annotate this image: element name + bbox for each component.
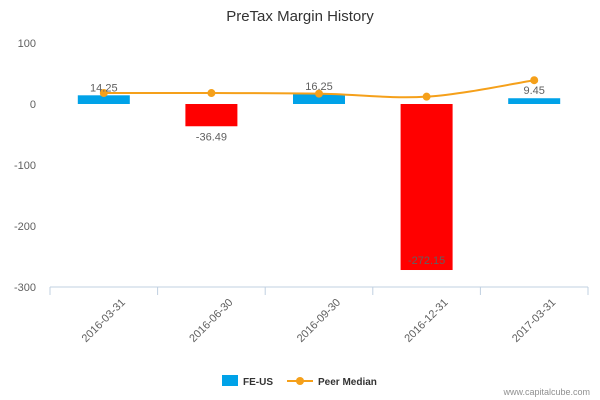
y-tick-label: 0	[30, 99, 36, 111]
peer-median-point-2016-09-30[interactable]	[315, 89, 323, 98]
legend-swatch-fe-us[interactable]	[222, 375, 238, 386]
y-tick-label: -300	[14, 282, 36, 294]
bar-2016-12-31[interactable]	[400, 104, 453, 271]
peer-median-series	[99, 76, 539, 101]
bar-2016-09-30[interactable]	[293, 94, 345, 104]
y-tick-label: -100	[14, 160, 36, 172]
x-tick-label: 2016-12-31	[402, 297, 450, 345]
data-labels: 14.25 -36.49 16.25 -272.15 9.45	[90, 81, 545, 267]
peer-median-point-2017-03-31[interactable]	[530, 76, 539, 85]
peer-median-point-2016-12-31[interactable]	[422, 92, 431, 101]
credit-text[interactable]: www.capitalcube.com	[502, 387, 590, 397]
bar-series	[77, 94, 561, 271]
bar-2016-03-31[interactable]	[77, 95, 130, 104]
chart-title: PreTax Margin History	[226, 8, 374, 25]
bar-2017-03-31[interactable]	[508, 98, 561, 104]
data-label: -36.49	[196, 131, 227, 143]
y-tick-label: 100	[18, 38, 36, 50]
y-tick-label: -200	[14, 221, 36, 233]
legend-label-fe-us[interactable]: FE-US	[243, 377, 273, 388]
data-label: -272.15	[408, 255, 445, 267]
legend-label-peer-median[interactable]: Peer Median	[318, 377, 377, 388]
legend[interactable]: FE-US Peer Median	[222, 375, 377, 388]
x-axis-ticks: 2016-03-31 2016-06-30 2016-09-30 2016-12-31…	[49, 287, 589, 345]
legend-swatch-peer-median-marker[interactable]	[296, 377, 304, 385]
y-axis-ticks: 100 0 -100 -200 -300	[14, 38, 36, 294]
data-label: 16.25	[305, 81, 333, 93]
x-tick-label: 2017-03-31	[510, 297, 558, 345]
data-label: 14.25	[90, 82, 118, 94]
x-tick-label: 2016-09-30	[295, 297, 343, 345]
peer-median-point-2016-03-31[interactable]	[99, 89, 108, 98]
data-label: 9.45	[523, 85, 544, 97]
x-tick-label: 2016-03-31	[80, 297, 128, 345]
bar-2016-06-30[interactable]	[185, 104, 238, 127]
peer-median-point-2016-06-30[interactable]	[207, 89, 216, 98]
x-tick-label: 2016-06-30	[187, 297, 235, 345]
